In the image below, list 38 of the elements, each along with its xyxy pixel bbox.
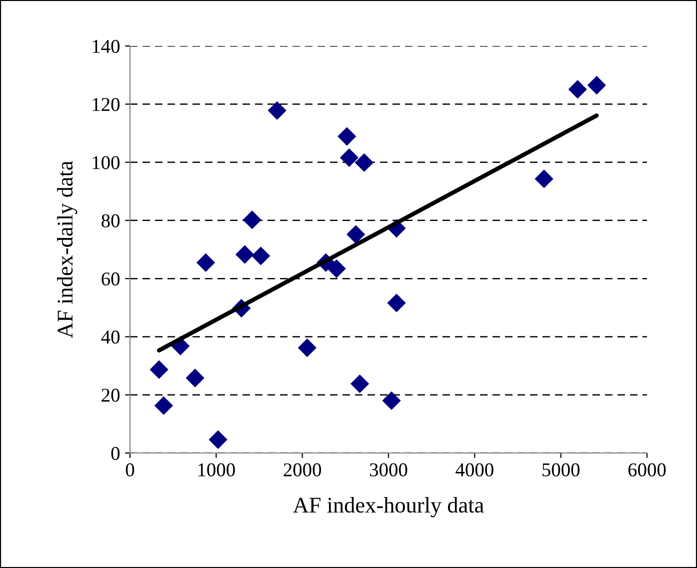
x-axis-title: AF index-hourly data (293, 497, 484, 518)
x-tick-label: 6000 (628, 463, 666, 476)
point (327, 259, 346, 278)
point (196, 253, 216, 272)
point (208, 430, 228, 449)
x-tick-label: 2000 (284, 463, 322, 476)
point (338, 127, 356, 146)
point (298, 338, 316, 358)
point (346, 225, 366, 244)
x-tick-label: 1000 (198, 463, 235, 476)
point (150, 360, 168, 379)
point (235, 245, 254, 264)
point (242, 210, 262, 230)
point (154, 396, 174, 415)
point (354, 153, 374, 172)
point (268, 101, 286, 120)
x-tick-label: 4000 (456, 463, 494, 476)
y-tick-label: 60 (102, 272, 120, 286)
point (350, 374, 370, 394)
y-tick-label: 120 (92, 98, 120, 112)
x-tick-label: 3000 (370, 463, 408, 476)
y-axis-title: AF index-daily data (57, 160, 78, 338)
point (186, 368, 204, 388)
point (382, 391, 401, 410)
point (387, 294, 406, 312)
point (587, 76, 606, 95)
y-tick-label: 20 (102, 388, 120, 402)
x-tick-label: 5000 (542, 463, 580, 476)
y-tick-label: 100 (92, 156, 120, 170)
x-tick-label: 0 (126, 463, 134, 476)
point (568, 80, 587, 99)
point (534, 170, 554, 188)
point (340, 148, 359, 167)
y-tick-label: 40 (101, 330, 120, 344)
y-tick-label: 0 (111, 446, 120, 460)
point (251, 246, 270, 266)
y-tick-label: 80 (102, 214, 120, 228)
y-tick-label: 140 (92, 40, 120, 53)
